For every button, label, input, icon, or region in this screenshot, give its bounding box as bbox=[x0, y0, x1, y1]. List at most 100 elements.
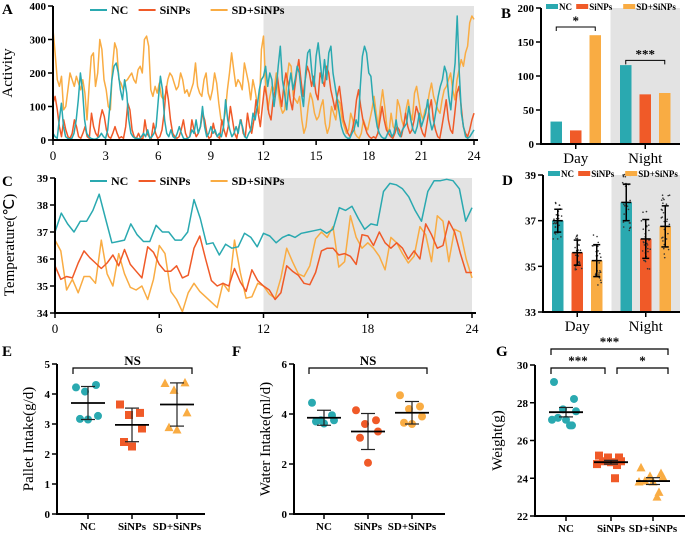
y-tick-label: 24 bbox=[517, 473, 529, 485]
x-tick-label: Night bbox=[628, 151, 663, 167]
data-point bbox=[600, 281, 602, 284]
data-point bbox=[578, 244, 580, 246]
x-tick-label: 3 bbox=[102, 148, 109, 163]
y-tick-label: 26 bbox=[517, 436, 529, 448]
y-tick-label: 38 bbox=[37, 200, 49, 212]
legend-label: SD+SiNPs bbox=[638, 169, 678, 179]
y-tick-label: 36 bbox=[37, 254, 49, 266]
significance-label: NS bbox=[360, 353, 377, 368]
bar-sinps-night bbox=[639, 94, 651, 144]
x-tick-label: 0 bbox=[50, 148, 57, 163]
legend-label: SD+SiNPs bbox=[232, 174, 285, 188]
y-tick-label: 39 bbox=[37, 173, 49, 185]
y-tick-label: 0 bbox=[529, 139, 535, 151]
legend-swatch bbox=[623, 4, 636, 9]
y-tick-label: 33 bbox=[525, 307, 537, 319]
y-tick-label: 1 bbox=[45, 479, 51, 491]
y-axis-label: Activity bbox=[0, 48, 16, 98]
data-point bbox=[591, 244, 594, 247]
data-point bbox=[81, 387, 89, 396]
data-point bbox=[579, 249, 582, 252]
y-tick-label: 2 bbox=[282, 459, 288, 471]
data-point bbox=[554, 233, 557, 235]
data-point bbox=[629, 199, 631, 202]
data-point bbox=[561, 208, 563, 210]
x-tick-label: Day bbox=[565, 319, 590, 335]
data-point bbox=[646, 242, 648, 245]
panel-label: E bbox=[2, 344, 12, 360]
data-point bbox=[641, 250, 644, 252]
panel-C: 34 35 36 37 38 39 0 6 12 18 24 Temperature(℃) C NC SiN… bbox=[2, 173, 479, 336]
y-tick-label: 400 bbox=[30, 1, 47, 13]
panel-label: A bbox=[2, 2, 13, 18]
data-point bbox=[649, 248, 652, 251]
data-point bbox=[180, 377, 190, 387]
data-point bbox=[640, 220, 643, 222]
legend-swatch bbox=[576, 4, 589, 9]
data-point bbox=[647, 250, 649, 253]
data-point bbox=[554, 226, 557, 228]
data-point bbox=[613, 461, 621, 470]
data-point bbox=[396, 391, 404, 400]
y-tick-label: 4 bbox=[45, 389, 51, 401]
y-tick-label: 100 bbox=[30, 102, 47, 114]
y-tick-label: 5 bbox=[45, 359, 51, 371]
data-point bbox=[596, 235, 598, 238]
legend-item: NC bbox=[548, 169, 574, 179]
data-point bbox=[595, 451, 603, 460]
y-tick-label: 37 bbox=[37, 227, 49, 239]
data-point bbox=[76, 414, 84, 423]
significance-bracket bbox=[72, 367, 193, 374]
data-point bbox=[356, 433, 364, 442]
y-tick-label: 37 bbox=[525, 216, 537, 228]
data-point bbox=[643, 244, 646, 246]
bar-sdsinps-night bbox=[659, 93, 671, 144]
data-point bbox=[598, 274, 600, 276]
legend-label: SiNPs bbox=[591, 169, 615, 179]
panel-label: B bbox=[501, 6, 511, 22]
x-tick-label: SiNPs bbox=[597, 523, 626, 535]
data-point bbox=[172, 425, 182, 434]
y-tick-label: 35 bbox=[37, 281, 49, 293]
data-point bbox=[554, 222, 557, 225]
bar-nc-day bbox=[550, 121, 562, 144]
data-point bbox=[652, 492, 662, 501]
series-line-nc bbox=[52, 15, 475, 141]
x-tick-label: 6 bbox=[155, 148, 162, 163]
legend-item: SiNPs bbox=[578, 169, 615, 179]
bar-sdsinps-day bbox=[589, 35, 601, 145]
data-point bbox=[599, 256, 602, 258]
data-point bbox=[416, 402, 424, 411]
x-tick-label: SiNPs bbox=[118, 521, 147, 533]
x-tick-label: 18 bbox=[361, 321, 374, 336]
legend-item: SD+SiNPs bbox=[623, 2, 676, 12]
data-point bbox=[116, 400, 124, 409]
x-tick-label: 12 bbox=[257, 148, 270, 163]
data-point bbox=[648, 239, 650, 241]
data-point bbox=[120, 438, 128, 446]
significance-bracket bbox=[616, 367, 669, 374]
data-point bbox=[622, 226, 625, 228]
y-tick-label: 2 bbox=[45, 449, 51, 461]
legend-swatch bbox=[578, 171, 591, 176]
panel-label: G bbox=[496, 344, 508, 360]
data-point bbox=[667, 248, 670, 251]
data-point bbox=[623, 173, 626, 176]
data-point bbox=[548, 415, 556, 424]
data-point bbox=[628, 229, 631, 232]
y-axis-label: Temperature(℃) bbox=[2, 194, 18, 296]
data-point bbox=[598, 272, 600, 274]
data-point bbox=[665, 238, 668, 240]
y-tick-label: 0 bbox=[45, 509, 51, 521]
data-point bbox=[125, 411, 133, 419]
data-point bbox=[308, 398, 316, 407]
data-point bbox=[662, 211, 665, 214]
panel-label: C bbox=[2, 174, 13, 190]
x-tick-label: 6 bbox=[156, 321, 163, 336]
data-point bbox=[661, 194, 664, 197]
legend-item: NC bbox=[90, 174, 128, 188]
y-axis-label: Weight(g) bbox=[490, 410, 506, 470]
data-point bbox=[560, 236, 562, 238]
data-point bbox=[364, 458, 372, 467]
data-point bbox=[598, 262, 600, 264]
